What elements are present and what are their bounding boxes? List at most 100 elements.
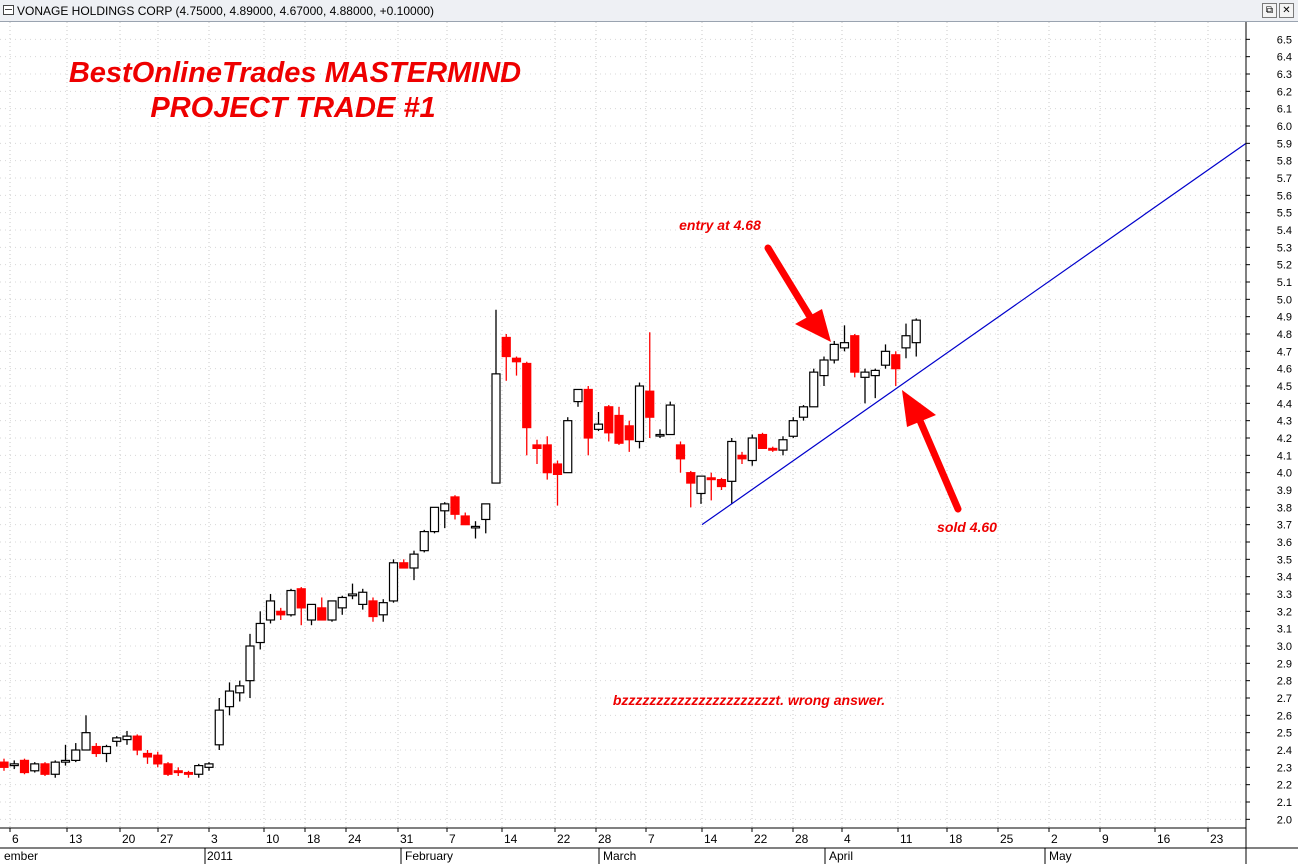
trendline-layer [701,142,1247,526]
x-tick-label: 31 [400,832,414,846]
y-tick-label: 6.5 [1277,34,1292,46]
y-tick-label: 2.9 [1277,658,1292,670]
candle-body [286,589,296,616]
candle-body [235,685,245,694]
candle-body [573,388,583,403]
annotation-layer: BestOnlineTrades MASTERMIND PROJECT TRAD… [69,57,997,708]
candle-body [81,732,91,751]
window-title: VONAGE HOLDINGS CORP (4.75000, 4.89000, … [17,4,435,18]
candlestick [122,730,132,745]
candlestick [470,521,481,539]
x-tick-label: 13 [69,832,83,846]
candlestick [491,309,501,484]
candle-body [809,371,819,408]
candlestick [481,503,491,534]
x-tick-label: 18 [949,832,963,846]
y-tick-label: 2.1 [1277,797,1292,809]
candle-body [614,414,624,444]
candlestick [337,595,347,615]
x-tick-label: 7 [648,832,655,846]
candlestick [255,611,265,650]
y-tick-label: 3.9 [1277,485,1292,497]
chart-title: BestOnlineTrades MASTERMIND [69,57,521,89]
candlestick [819,356,829,386]
y-tick-label: 2.5 [1277,728,1292,740]
price-axis: 2.0 2.1 2.2 2.3 2.4 2.5 2.6 2.7 2.8 2.9 3.0 3.1 3.2 3… [1245,22,1292,864]
candle-body [696,475,706,495]
y-tick-label: 5.3 [1277,242,1292,254]
candle-body [634,385,645,443]
restore-window-button[interactable]: ⧉ [1262,3,1277,18]
candle-body [183,771,194,775]
candlestick [101,744,112,763]
candle-body [901,335,911,349]
window-titlebar: VONAGE HOLDINGS CORP (4.75000, 4.89000, … [0,0,1298,22]
candle-body [265,600,276,621]
candle-body [645,390,655,418]
candle-body [40,763,50,775]
y-tick-label: 6.2 [1277,86,1292,98]
y-tick-label: 2.4 [1277,745,1292,757]
candle-body [388,562,399,602]
x-tick-label: 14 [704,832,718,846]
y-tick-label: 3.4 [1277,572,1292,584]
candlestick [409,550,419,581]
candlestick [358,588,368,610]
entry-label: entry at 4.68 [679,217,761,233]
candlestick [583,386,593,456]
x-tick-label: 27 [160,832,174,846]
candlestick [675,441,686,473]
candlestick [634,382,645,449]
candle-body [224,690,235,708]
candlestick [593,412,604,432]
candle-body [163,763,173,775]
candle-body [173,770,183,774]
candle-body [727,440,737,482]
y-tick-label: 3.1 [1277,624,1292,636]
y-tick-label: 2.2 [1277,780,1292,792]
candlestick [194,763,204,778]
y-tick-label: 3.0 [1277,641,1292,653]
candlestick [50,760,60,778]
candlestick [809,368,819,408]
month-label: March [603,849,636,863]
y-tick-label: 4.3 [1277,416,1292,428]
candle-body [911,319,921,344]
candle-body [542,444,552,474]
x-tick-label: 24 [348,832,362,846]
x-tick-label: 4 [844,832,851,846]
x-tick-label: 18 [307,832,321,846]
candle-body [142,752,153,758]
candlestick [542,436,552,480]
candle-body [440,503,450,512]
candle-body [19,759,30,774]
candlestick [0,758,9,771]
candlestick [911,318,921,357]
support-trendline [701,142,1247,526]
close-window-button[interactable]: ✕ [1279,3,1294,18]
candlestick [91,743,101,757]
candlestick [563,417,573,474]
candlestick [30,762,40,773]
candlestick [645,332,655,438]
y-tick-label: 3.3 [1277,589,1292,601]
candlestick [204,762,214,771]
candle-body [706,477,716,481]
x-tick-label: 25 [1000,832,1014,846]
candlestick [696,475,706,504]
candlestick [870,368,880,399]
candle-body [819,359,829,377]
y-tick-label: 5.5 [1277,208,1292,220]
candlestick [9,760,19,770]
candle-body [306,603,317,621]
candle-body [429,506,440,533]
candle-body [101,745,112,755]
x-tick-label: 2 [1051,832,1058,846]
candle-body [757,433,768,449]
candlestick [624,420,634,452]
candle-body [839,342,850,349]
candlestick [655,429,665,438]
candlestick [768,446,778,452]
candle-body [491,373,501,484]
candle-body [860,371,870,378]
